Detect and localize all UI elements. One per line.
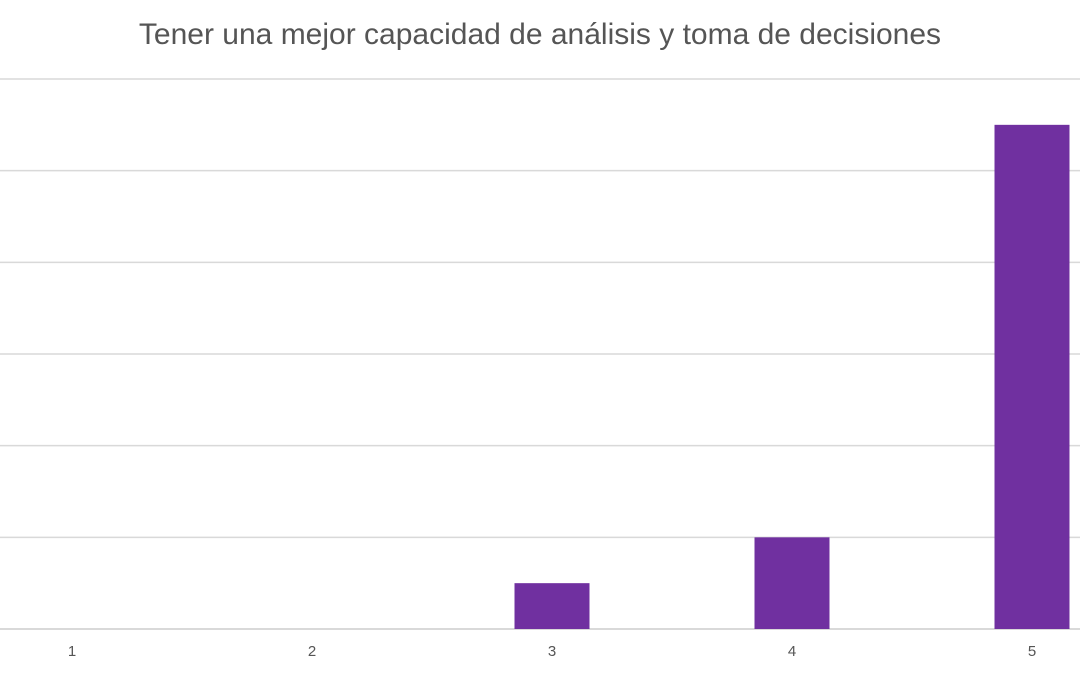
x-tick-label-4: 4 xyxy=(788,643,796,660)
bar-5 xyxy=(994,124,1070,629)
bar-3 xyxy=(514,583,590,629)
x-tick-labels: 1 2 3 4 5 xyxy=(68,643,1036,660)
x-tick-label-1: 1 xyxy=(68,643,76,660)
x-tick-label-5: 5 xyxy=(1028,643,1036,660)
x-tick-label-2: 2 xyxy=(308,643,316,660)
chart-title: Tener una mejor capacidad de análisis y … xyxy=(138,18,942,51)
x-tick-label-3: 3 xyxy=(548,643,556,660)
bar-4 xyxy=(754,537,830,629)
gridlines xyxy=(0,78,1080,630)
bars xyxy=(514,124,1070,629)
